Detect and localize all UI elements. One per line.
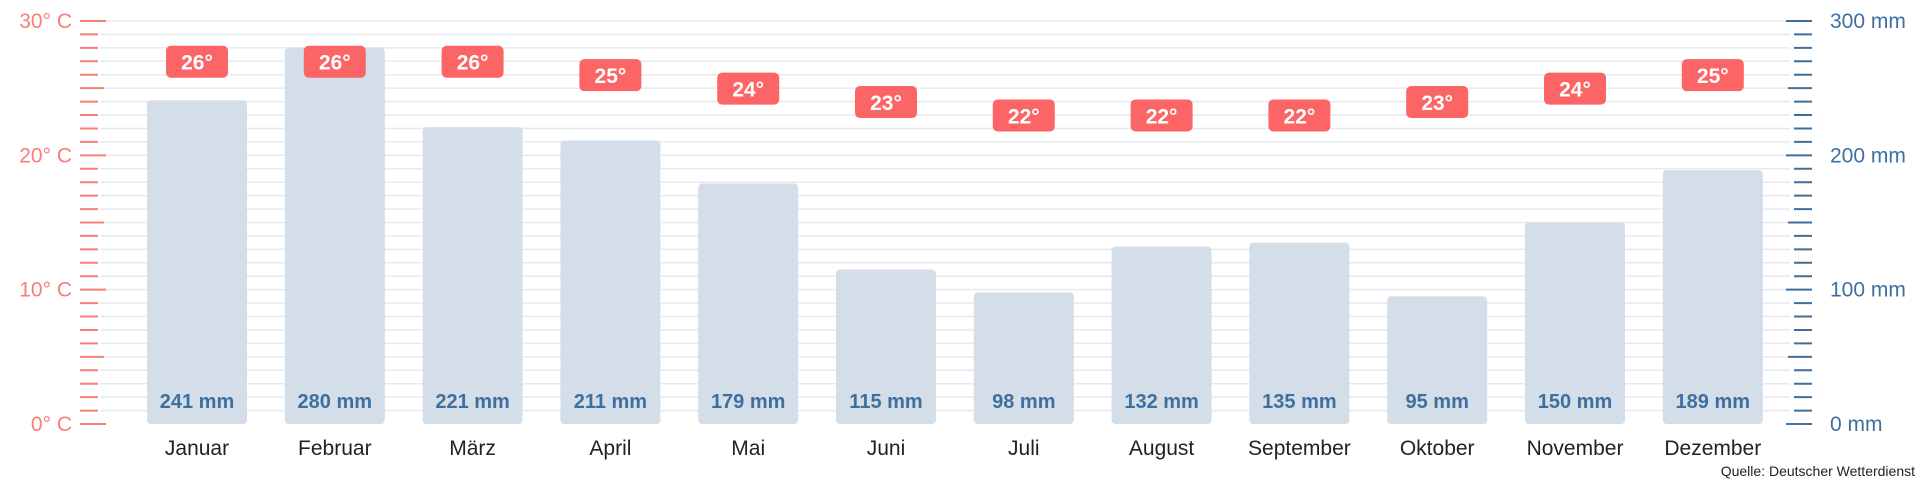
precipitation-value-label: 132 mm <box>1124 391 1199 413</box>
month-label: August <box>1129 437 1195 460</box>
temperature-value-label: 23° <box>1421 92 1453 115</box>
temperature-tick-label: 20° C <box>19 144 72 167</box>
temperature-badge <box>717 72 780 105</box>
month-label: November <box>1527 437 1624 460</box>
temperature-badge <box>855 86 917 119</box>
precipitation-bar <box>1525 222 1625 424</box>
month-label: Januar <box>165 437 229 460</box>
temperature-tick-label: 30° C <box>19 10 72 33</box>
precipitation-bar <box>1249 242 1350 424</box>
precipitation-value-label: 179 mm <box>711 391 786 413</box>
temperature-badges: 26° 26° 26° 25° 24° 23° 22° 22° 22° 23° 24° 25° <box>166 45 1744 132</box>
precipitation-tick-label: 300 mm <box>1830 10 1906 33</box>
temperature-badge <box>1681 59 1744 92</box>
precipitation-tick-label: 200 mm <box>1830 144 1906 167</box>
precipitation-value-label: 150 mm <box>1538 391 1613 413</box>
precipitation-bar <box>836 269 936 424</box>
temperature-badge <box>303 45 366 78</box>
temperature-badge <box>579 59 642 92</box>
precipitation-bar <box>147 100 247 425</box>
precipitation-value-label: 221 mm <box>435 391 510 413</box>
precipitation-axis: 0 mm 100 mm 200 mm 300 mm <box>1786 10 1906 436</box>
month-label: März <box>449 437 496 460</box>
month-label: Juli <box>1008 437 1040 460</box>
temperature-value-label: 25° <box>1697 65 1729 88</box>
precipitation-value-label: 115 mm <box>849 391 922 413</box>
month-label: Juni <box>867 437 906 460</box>
source-note: Quelle: Deutscher Wetterdienst <box>1721 463 1915 479</box>
precipitation-bar <box>422 127 523 424</box>
temperature-value-label: 22° <box>1146 105 1178 128</box>
temperature-badge <box>1544 72 1606 105</box>
precipitation-bar <box>698 183 799 424</box>
temperature-value-label: 25° <box>595 65 627 88</box>
temperature-badge <box>1130 99 1193 132</box>
temperature-value-label: 22° <box>1008 105 1040 128</box>
temperature-badge <box>1406 86 1469 119</box>
temperature-badge <box>1268 99 1331 132</box>
temperature-value-label: 26° <box>319 52 351 75</box>
precipitation-value-label: 95 mm <box>1406 391 1469 413</box>
temperature-axis: 0° C 10° C 20° C 30° C <box>19 10 106 436</box>
temperature-tick-label: 0° C <box>31 413 72 436</box>
temperature-value-label: 22° <box>1284 105 1316 128</box>
precipitation-bar <box>973 292 1074 424</box>
precipitation-bar <box>1387 296 1488 424</box>
month-label: Mai <box>731 437 765 460</box>
precipitation-value-label: 211 mm <box>574 391 647 413</box>
temperature-value-label: 23° <box>870 92 902 115</box>
temperature-badge <box>166 45 228 78</box>
precipitation-bar <box>284 47 385 424</box>
temperature-value-label: 24° <box>732 79 764 102</box>
precipitation-value-label: 280 mm <box>298 391 373 413</box>
temperature-value-label: 24° <box>1559 79 1591 102</box>
temperature-value-label: 26° <box>457 52 489 75</box>
precipitation-bar <box>1662 170 1763 424</box>
precipitation-value-label: 189 mm <box>1676 391 1751 413</box>
month-label: Dezember <box>1664 437 1761 460</box>
precipitation-value-label: 241 mm <box>160 391 235 413</box>
precipitation-value-label: 98 mm <box>992 391 1055 413</box>
temperature-tick-label: 10° C <box>19 279 72 302</box>
month-label: Oktober <box>1400 437 1475 460</box>
month-label: April <box>589 437 631 460</box>
precipitation-bar <box>1111 246 1212 424</box>
month-label: September <box>1248 437 1351 460</box>
temperature-badge <box>441 45 504 78</box>
temperature-value-label: 26° <box>181 52 213 75</box>
precipitation-bars: 241 mm 280 mm 221 mm 211 mm 179 mm 115 mm 98 m… <box>147 47 1763 425</box>
precipitation-tick-label: 0 mm <box>1830 413 1883 436</box>
precipitation-tick-label: 100 mm <box>1830 279 1906 302</box>
month-labels: Januar Februar März April Mai Juni Juli August S… <box>165 437 1761 460</box>
month-label: Februar <box>298 437 372 460</box>
temperature-badge <box>992 99 1055 132</box>
precipitation-value-label: 135 mm <box>1262 391 1337 413</box>
precipitation-bar <box>560 140 661 424</box>
